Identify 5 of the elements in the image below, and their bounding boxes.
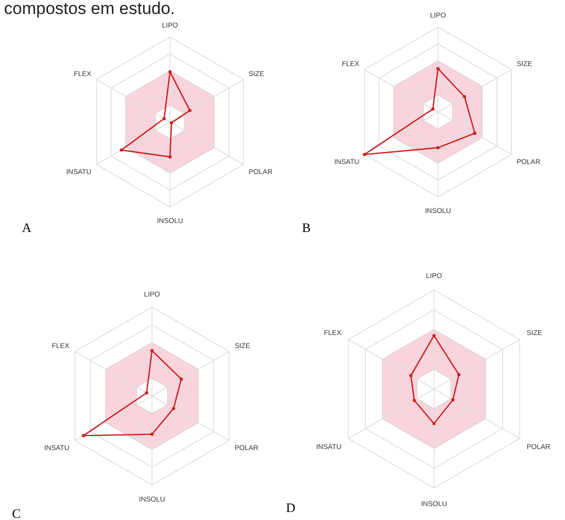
text: compostos em estudo.	[4, 0, 176, 18]
text: D	[286, 500, 296, 515]
text: B	[302, 220, 311, 235]
text: C	[12, 506, 21, 520]
text: A	[22, 220, 32, 235]
